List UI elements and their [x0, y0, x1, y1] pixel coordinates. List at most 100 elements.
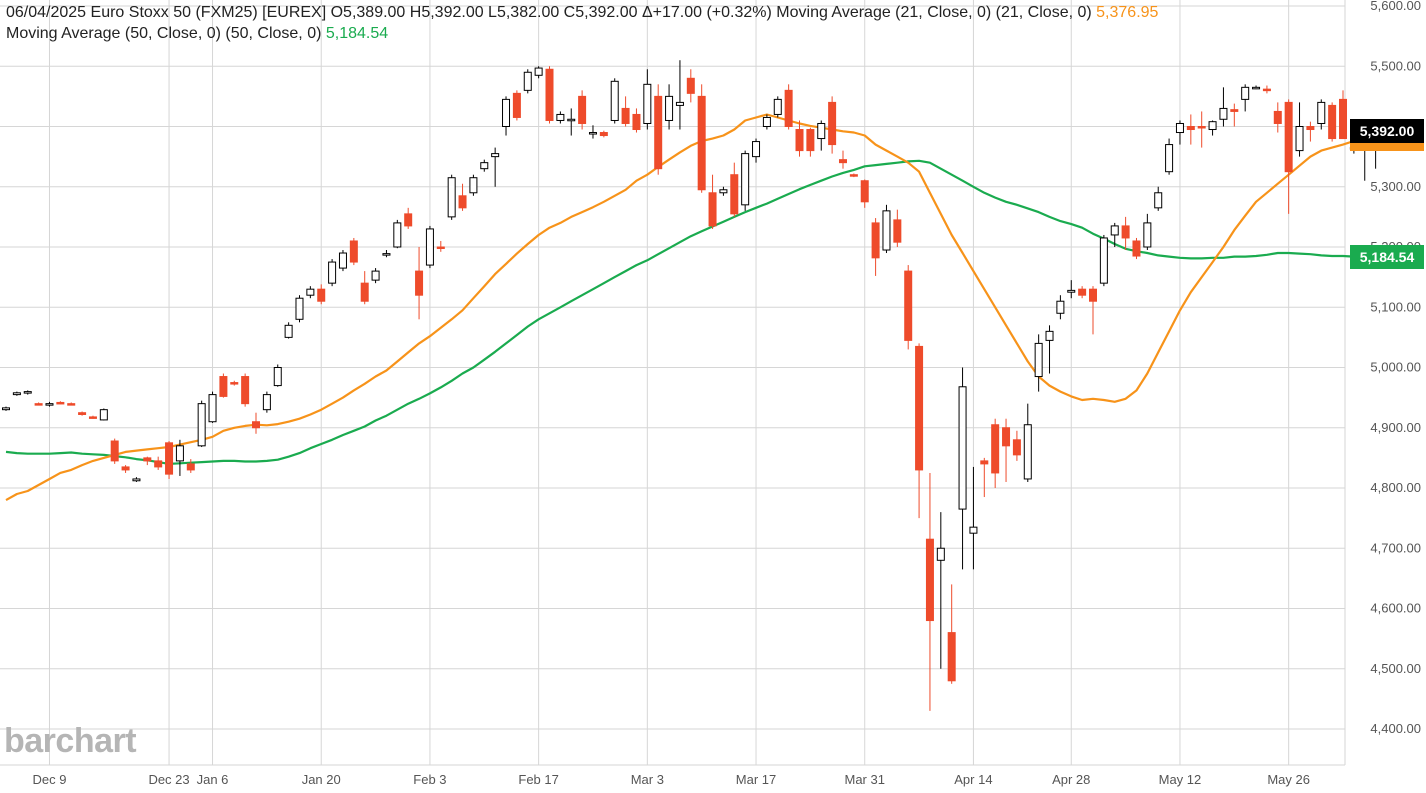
candle-body: [1002, 427, 1011, 447]
candle: [317, 284, 326, 305]
candle: [697, 84, 706, 193]
candle: [828, 96, 837, 154]
candle: [349, 237, 358, 266]
candle: [1273, 102, 1282, 133]
candle-body: [78, 412, 87, 415]
candle: [925, 472, 934, 711]
candle: [849, 173, 858, 178]
candle: [1252, 85, 1261, 90]
candle-body: [578, 95, 587, 124]
candle: [893, 209, 902, 247]
candle-body: [958, 386, 967, 510]
candle-body: [273, 367, 282, 387]
candle-body: [1132, 240, 1141, 257]
candle: [382, 250, 391, 258]
candle-body: [849, 174, 858, 177]
candle: [121, 465, 130, 473]
candle: [556, 111, 565, 124]
candle-body: [1230, 109, 1239, 112]
candle-body: [882, 210, 891, 251]
y-tick-label: 4,500.00: [1370, 661, 1421, 676]
y-tick-label: 5,100.00: [1370, 299, 1421, 314]
candle-body: [632, 113, 641, 131]
candle-body: [665, 95, 674, 121]
candle: [273, 364, 282, 387]
candle: [78, 411, 87, 416]
x-tick-label: Mar 17: [736, 772, 776, 787]
candle: [838, 150, 847, 169]
candle: [708, 174, 717, 229]
candle: [621, 96, 630, 127]
candle: [773, 96, 782, 118]
ma50-price-badge: 5,184.54: [1350, 245, 1424, 269]
candle: [806, 127, 815, 157]
candle: [610, 78, 619, 124]
candle-body: [860, 180, 869, 203]
candle-body: [708, 192, 717, 227]
candle-body: [284, 324, 293, 338]
candle: [1339, 90, 1348, 140]
candle-body: [512, 92, 521, 118]
candle: [186, 459, 195, 473]
candle-body: [23, 391, 32, 394]
candle: [1284, 99, 1293, 214]
candle-body: [1143, 222, 1152, 248]
y-tick-label: 5,300.00: [1370, 179, 1421, 194]
candle: [469, 174, 478, 196]
candle-body: [110, 440, 119, 462]
candle: [415, 247, 424, 320]
candle-body: [588, 132, 597, 135]
candle-body: [1012, 439, 1021, 456]
candle-body: [349, 240, 358, 263]
candle-body: [936, 547, 945, 561]
candle-body: [447, 177, 456, 218]
candle: [762, 114, 771, 130]
candle: [784, 84, 793, 130]
y-tick-label: 4,700.00: [1370, 540, 1421, 555]
candle-body: [1219, 107, 1228, 120]
candle: [219, 373, 228, 398]
candle: [643, 69, 652, 130]
candle: [1099, 234, 1108, 287]
candle-body: [1045, 330, 1054, 341]
candle: [1219, 87, 1228, 127]
candle: [1143, 213, 1152, 251]
candle: [1132, 237, 1141, 260]
y-tick-label: 4,900.00: [1370, 420, 1421, 435]
candle: [88, 415, 97, 419]
candle: [241, 373, 250, 407]
candle: [45, 401, 54, 407]
candle: [393, 219, 402, 249]
y-tick-label: 4,600.00: [1370, 601, 1421, 616]
candle-body: [599, 132, 608, 137]
candle: [67, 402, 76, 406]
candle-body: [904, 270, 913, 341]
candle-body: [393, 222, 402, 248]
candle-body: [132, 478, 141, 482]
header-quote-text: 06/04/2025 Euro Stoxx 50 (FXM25) [EUREX]…: [6, 4, 1097, 21]
candle: [56, 401, 65, 405]
candle-body: [795, 129, 804, 152]
candle-body: [371, 270, 380, 281]
candle: [567, 108, 576, 136]
candle: [1121, 216, 1130, 251]
candle-body: [806, 129, 815, 152]
candle-body: [197, 403, 206, 447]
candle: [969, 466, 978, 570]
candle: [165, 441, 174, 479]
candle: [306, 286, 315, 299]
x-tick-label: Jan 6: [197, 772, 229, 787]
candle-body: [1121, 225, 1130, 239]
candle-body: [1208, 121, 1217, 131]
candle: [230, 380, 239, 386]
x-tick-label: Dec 9: [32, 772, 66, 787]
candle-body: [1099, 237, 1108, 284]
candle-body: [208, 394, 217, 423]
candle-body: [1165, 144, 1174, 173]
candle: [817, 120, 826, 151]
candle-body: [1067, 289, 1076, 293]
candle: [143, 456, 152, 466]
candle: [1154, 186, 1163, 211]
candle-body: [45, 403, 54, 406]
